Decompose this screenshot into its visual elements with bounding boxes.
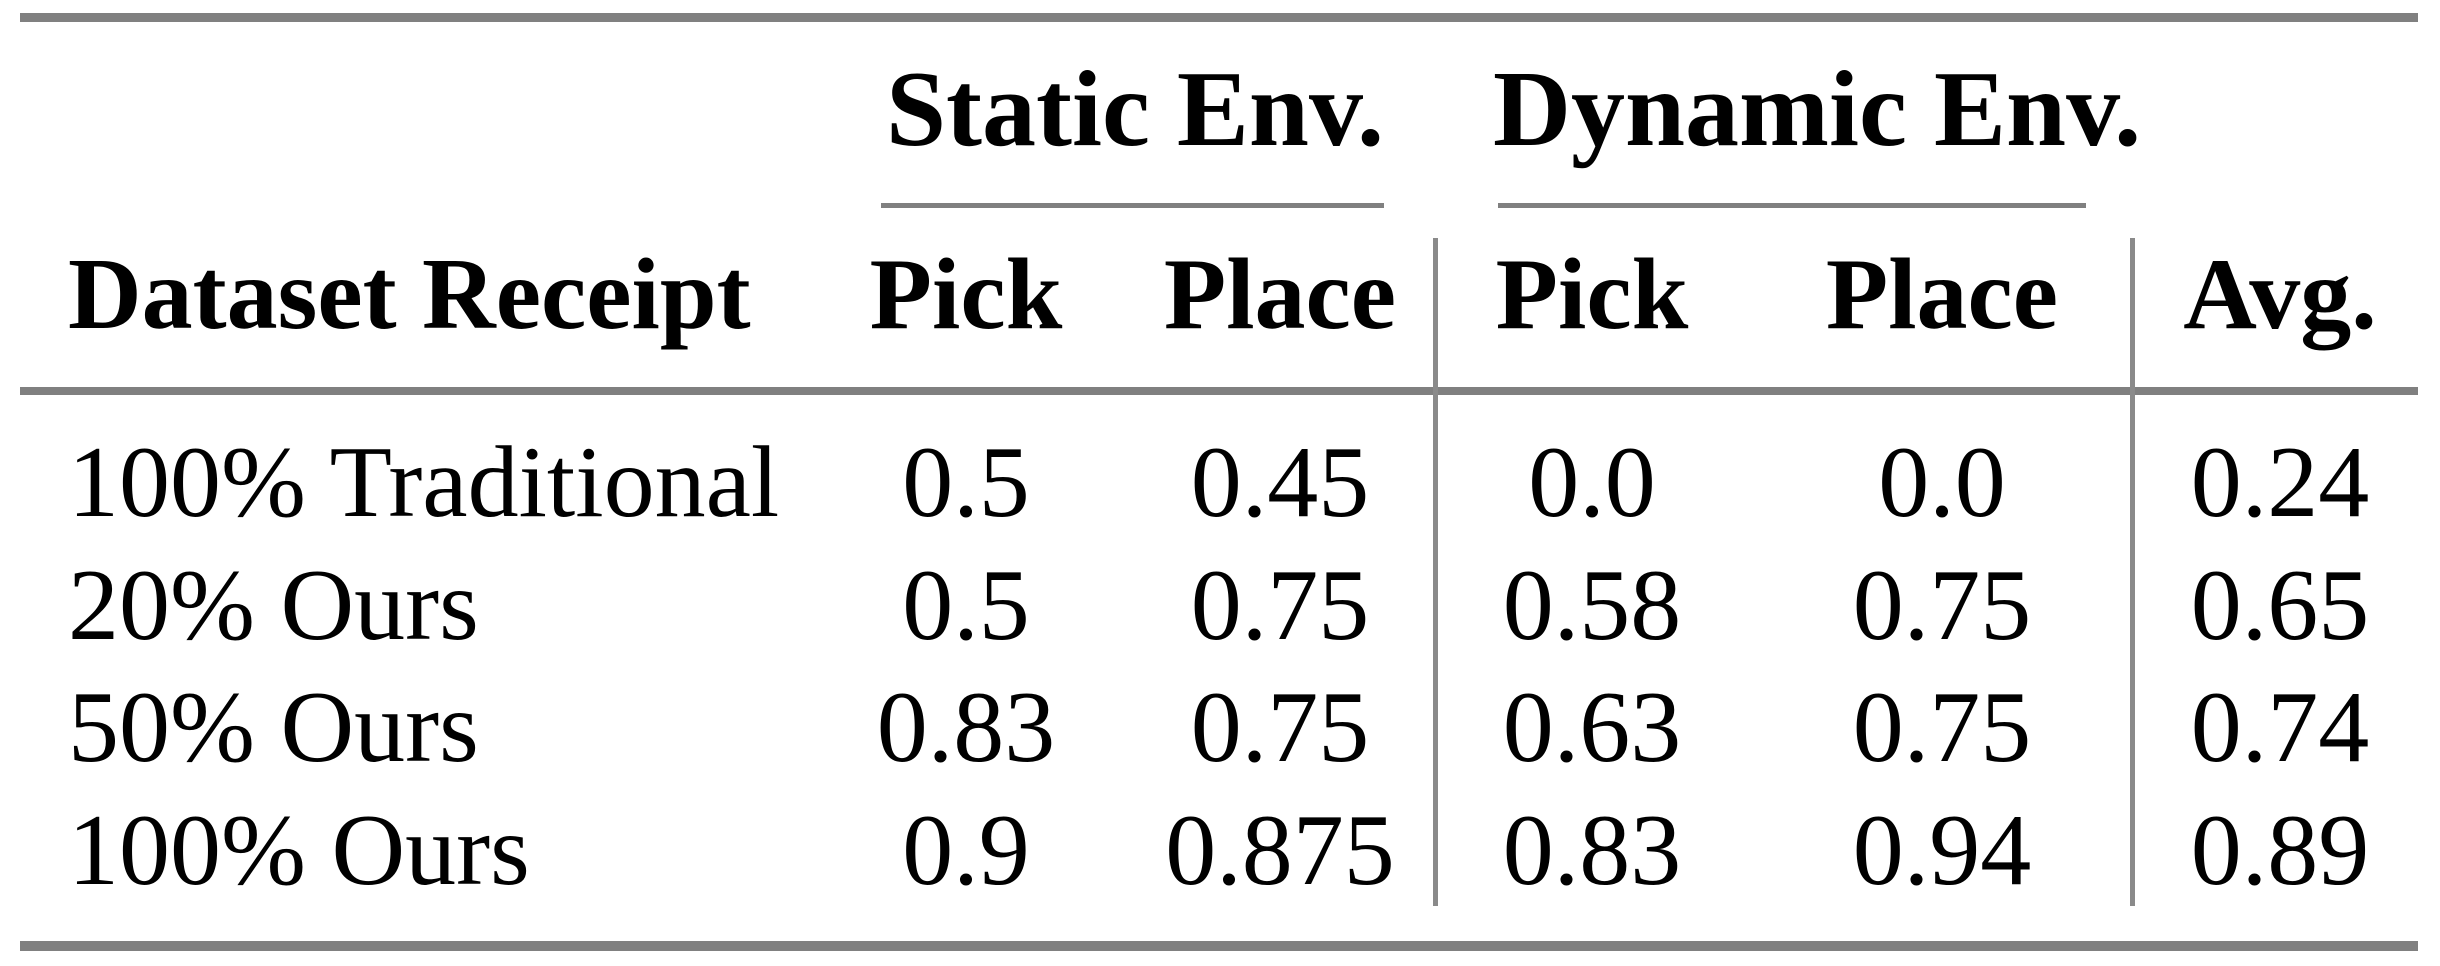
- col-header-dynamic-place: Place: [1825, 238, 2059, 351]
- cell-dynamic-pick: 0.58: [1502, 549, 1682, 662]
- table-bottom-rule: [20, 941, 2418, 951]
- cell-static-pick: 0.5: [902, 426, 1030, 539]
- row-label: 100% Ours: [68, 794, 530, 907]
- cell-static-place: 0.45: [1190, 426, 1370, 539]
- cell-avg: 0.89: [2190, 794, 2370, 907]
- table-top-rule: [20, 13, 2418, 22]
- cmidrule-dynamic-env: [1498, 203, 2086, 208]
- row-label: 100% Traditional: [68, 426, 780, 539]
- cell-static-place: 0.75: [1190, 549, 1370, 662]
- col-header-dataset-receipt: Dataset Receipt: [68, 238, 751, 351]
- table-row: 100% Ours 0.9 0.875 0.83 0.94 0.89: [0, 800, 2440, 915]
- col-header-static-place: Place: [1163, 238, 1397, 351]
- table-row: 50% Ours 0.83 0.75 0.63 0.75 0.74: [0, 677, 2440, 792]
- cell-dynamic-place: 0.75: [1852, 549, 2032, 662]
- cell-static-place: 0.75: [1190, 671, 1370, 784]
- cell-dynamic-pick: 0.83: [1502, 794, 1682, 907]
- row-label: 20% Ours: [68, 549, 479, 662]
- cell-dynamic-pick: 0.0: [1528, 426, 1656, 539]
- cell-static-pick: 0.9: [902, 794, 1030, 907]
- cell-static-pick: 0.5: [902, 549, 1030, 662]
- cell-avg: 0.24: [2190, 426, 2370, 539]
- divider-dynamic-avg: [2130, 238, 2135, 906]
- col-header-static-pick: Pick: [869, 238, 1063, 351]
- table-header-midrule: [20, 387, 2418, 395]
- table-row: 20% Ours 0.5 0.75 0.58 0.75 0.65: [0, 555, 2440, 670]
- column-group-header-static-env: Static Env.: [885, 50, 1385, 169]
- row-label: 50% Ours: [68, 671, 479, 784]
- column-group-header-dynamic-env: Dynamic Env.: [1493, 50, 2142, 169]
- table-row: 100% Traditional 0.5 0.45 0.0 0.0 0.24: [0, 432, 2440, 547]
- col-header-dynamic-pick: Pick: [1495, 238, 1689, 351]
- col-header-avg: Avg.: [2183, 238, 2377, 351]
- cell-avg: 0.65: [2190, 549, 2370, 662]
- cmidrule-static-env: [881, 203, 1384, 208]
- cell-dynamic-place: 0.75: [1852, 671, 2032, 784]
- cell-dynamic-pick: 0.63: [1502, 671, 1682, 784]
- cell-dynamic-place: 0.94: [1852, 794, 2032, 907]
- cell-static-pick: 0.83: [876, 671, 1056, 784]
- cell-static-place: 0.875: [1165, 794, 1395, 907]
- cell-avg: 0.74: [2190, 671, 2370, 784]
- divider-static-dynamic: [1433, 238, 1438, 906]
- cell-dynamic-place: 0.0: [1878, 426, 2006, 539]
